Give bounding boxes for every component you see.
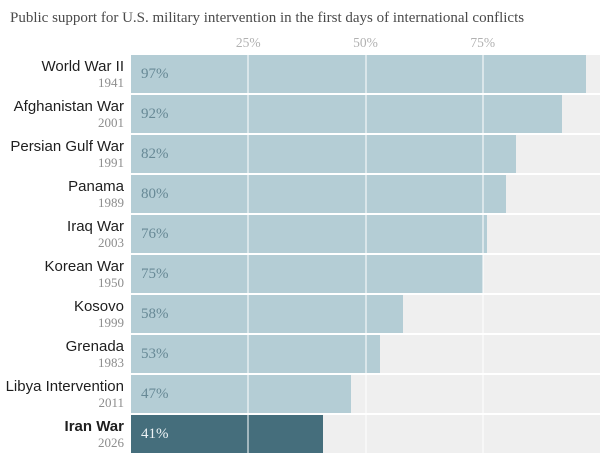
chart-row: Panama 1989 80% bbox=[0, 175, 600, 213]
support-value-label: 97% bbox=[141, 65, 169, 82]
conflict-name-label: Libya Intervention bbox=[5, 378, 124, 395]
conflict-name-label: Panama bbox=[68, 178, 124, 195]
conflict-name-label: Grenada bbox=[65, 338, 124, 355]
support-bar: 47% bbox=[131, 375, 352, 413]
conflict-name-label: Kosovo bbox=[73, 298, 124, 315]
bar-track: 97% bbox=[131, 55, 600, 93]
conflict-name-label: Korean War bbox=[44, 258, 124, 275]
support-value-label: 92% bbox=[141, 105, 169, 122]
row-label-group: Iraq War 2003 bbox=[0, 215, 131, 253]
bar-track: 92% bbox=[131, 95, 600, 133]
bar-track: 82% bbox=[131, 135, 600, 173]
conflict-year-label: 2003 bbox=[98, 235, 124, 250]
row-label-group: Panama 1989 bbox=[0, 175, 131, 213]
row-label-group: Afghanistan War 2001 bbox=[0, 95, 131, 133]
support-bar: 80% bbox=[131, 175, 507, 213]
row-label-group: World War II 1941 bbox=[0, 55, 131, 93]
bar-track: 75% bbox=[131, 255, 600, 293]
support-bar: 75% bbox=[131, 255, 483, 293]
chart-title: Public support for U.S. military interve… bbox=[10, 10, 525, 26]
row-label-group: Iran War 2026 bbox=[0, 415, 131, 453]
conflict-name-label: Iran War bbox=[64, 418, 124, 435]
conflict-name-label: World War II bbox=[41, 58, 124, 75]
bar-rows: World War II 1941 97% Afghanistan War 20… bbox=[0, 55, 600, 455]
bar-track: 53% bbox=[131, 335, 600, 373]
row-label-group: Persian Gulf War 1991 bbox=[0, 135, 131, 173]
conflict-year-label: 2026 bbox=[98, 435, 124, 450]
chart-row: Libya Intervention 2011 47% bbox=[0, 375, 600, 413]
conflict-year-label: 2001 bbox=[98, 115, 124, 130]
conflict-name-label: Afghanistan War bbox=[13, 98, 124, 115]
conflict-year-label: 1950 bbox=[98, 275, 124, 290]
chart-row: Persian Gulf War 1991 82% bbox=[0, 135, 600, 173]
x-axis-tick-label: 25% bbox=[235, 35, 261, 50]
conflict-year-label: 1989 bbox=[98, 195, 124, 210]
chart-row: Iran War 2026 41% bbox=[0, 415, 600, 453]
support-bar: 58% bbox=[131, 295, 404, 333]
conflict-year-label: 1941 bbox=[98, 75, 124, 90]
support-value-label: 58% bbox=[141, 305, 169, 322]
support-bar: 41% bbox=[131, 415, 324, 453]
support-value-label: 75% bbox=[141, 265, 169, 282]
support-value-label: 53% bbox=[141, 345, 169, 362]
row-label-group: Libya Intervention 2011 bbox=[0, 375, 131, 413]
chart-row: Afghanistan War 2001 92% bbox=[0, 95, 600, 133]
support-value-label: 47% bbox=[141, 385, 169, 402]
chart-row: Grenada 1983 53% bbox=[0, 335, 600, 373]
bar-track: 47% bbox=[131, 375, 600, 413]
chart-row: World War II 1941 97% bbox=[0, 55, 600, 93]
chart-row: Iraq War 2003 76% bbox=[0, 215, 600, 253]
bar-track: 76% bbox=[131, 215, 600, 253]
conflict-year-label: 1999 bbox=[98, 315, 124, 330]
conflict-name-label: Persian Gulf War bbox=[10, 138, 124, 155]
support-value-label: 80% bbox=[141, 185, 169, 202]
row-label-group: Korean War 1950 bbox=[0, 255, 131, 293]
bar-track: 58% bbox=[131, 295, 600, 333]
support-bar: 53% bbox=[131, 335, 380, 373]
conflict-name-label: Iraq War bbox=[67, 218, 124, 235]
chart-row: Korean War 1950 75% bbox=[0, 255, 600, 293]
row-label-group: Kosovo 1999 bbox=[0, 295, 131, 333]
support-bar: 82% bbox=[131, 135, 516, 173]
x-axis-tick-label: 50% bbox=[353, 35, 378, 50]
bar-track: 80% bbox=[131, 175, 600, 213]
bar-track: 41% bbox=[131, 415, 600, 453]
support-value-label: 41% bbox=[141, 425, 169, 442]
conflict-year-label: 1991 bbox=[98, 155, 124, 170]
conflict-year-label: 2011 bbox=[98, 395, 124, 410]
support-value-label: 82% bbox=[141, 145, 169, 162]
chart-row: Kosovo 1999 58% bbox=[0, 295, 600, 333]
support-bar: 76% bbox=[131, 215, 488, 253]
support-bar: 92% bbox=[131, 95, 563, 133]
row-label-group: Grenada 1983 bbox=[0, 335, 131, 373]
x-axis-tick-label: 75% bbox=[470, 35, 496, 50]
support-bar: 97% bbox=[131, 55, 586, 93]
conflict-year-label: 1983 bbox=[98, 355, 124, 370]
support-value-label: 76% bbox=[141, 225, 169, 242]
